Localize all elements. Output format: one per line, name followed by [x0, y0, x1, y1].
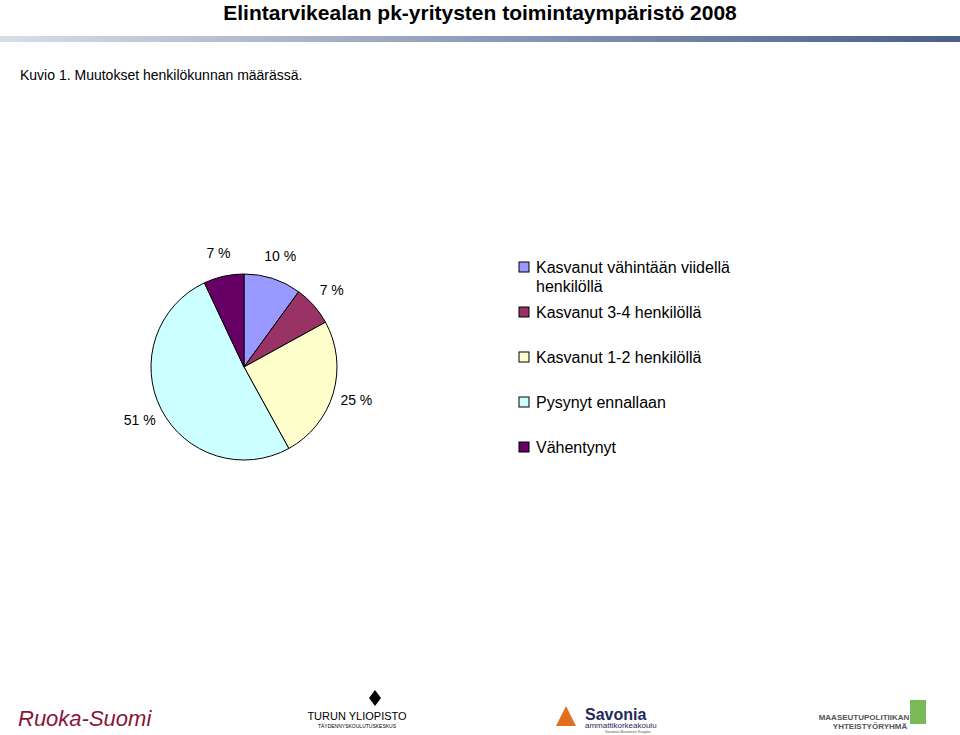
legend-line: Pysynyt ennallaan	[536, 394, 666, 411]
legend-label: Pysynyt ennallaan	[536, 394, 666, 411]
legend-line: Kasvanut 1-2 henkilöllä	[536, 349, 702, 366]
footer: Ruoka-Suomi TURUN YLIOPISTOTÄYDENNYSKOULU…	[18, 690, 926, 734]
legend-line: Kasvanut vähintään viidellä	[536, 259, 730, 276]
page-title: Elintarvikealan pk-yritysten toimintaymp…	[223, 1, 737, 24]
legend-swatch	[519, 307, 529, 317]
header-rule	[0, 36, 960, 42]
legend-label: Vähentynyt	[536, 439, 617, 456]
logo-text: Ruoka-Suomi	[18, 706, 152, 731]
legend-line: Vähentynyt	[536, 439, 617, 456]
legend-label: Kasvanut vähintään viidellä henkilöllä	[536, 259, 730, 295]
legend-label: Kasvanut 3-4 henkilöllä	[536, 304, 702, 321]
legend-label: Kasvanut 1-2 henkilöllä	[536, 349, 702, 366]
legend: Kasvanut vähintään viidellähenkilölläKas…	[519, 259, 730, 456]
pie	[151, 274, 337, 460]
legend-line: Kasvanut 3-4 henkilöllä	[536, 304, 702, 321]
legend-swatch	[519, 352, 529, 362]
data-label: 51 %	[124, 412, 156, 428]
logo-mark	[910, 700, 926, 724]
page: Elintarvikealan pk-yritysten toimintaymp…	[0, 0, 960, 735]
logo-mark	[369, 690, 381, 706]
logo-text: MAASEUTUPOLITIIKAN	[819, 713, 910, 722]
pie-slice	[204, 274, 244, 367]
logo-text: YHTEISTYÖRYHMÄ	[833, 722, 908, 731]
data-label: 25 %	[340, 392, 372, 408]
data-label: 7 %	[320, 282, 344, 298]
legend-swatch	[519, 262, 529, 272]
logo-text: TURUN YLIOPISTO	[307, 710, 407, 722]
logo-text: Savonia Business Kuopio	[605, 729, 651, 734]
logo-text: TÄYDENNYSKOULUTUSKESKUS	[318, 723, 397, 729]
data-label: 7 %	[206, 245, 230, 261]
data-label: 10 %	[264, 248, 296, 264]
chart-title: Kuvio 1. Muutokset henkilökunnan määräss…	[20, 67, 303, 83]
legend-swatch	[519, 397, 529, 407]
logo-mark	[556, 706, 576, 726]
legend-swatch	[519, 442, 529, 452]
legend-line: henkilöllä	[536, 278, 603, 295]
